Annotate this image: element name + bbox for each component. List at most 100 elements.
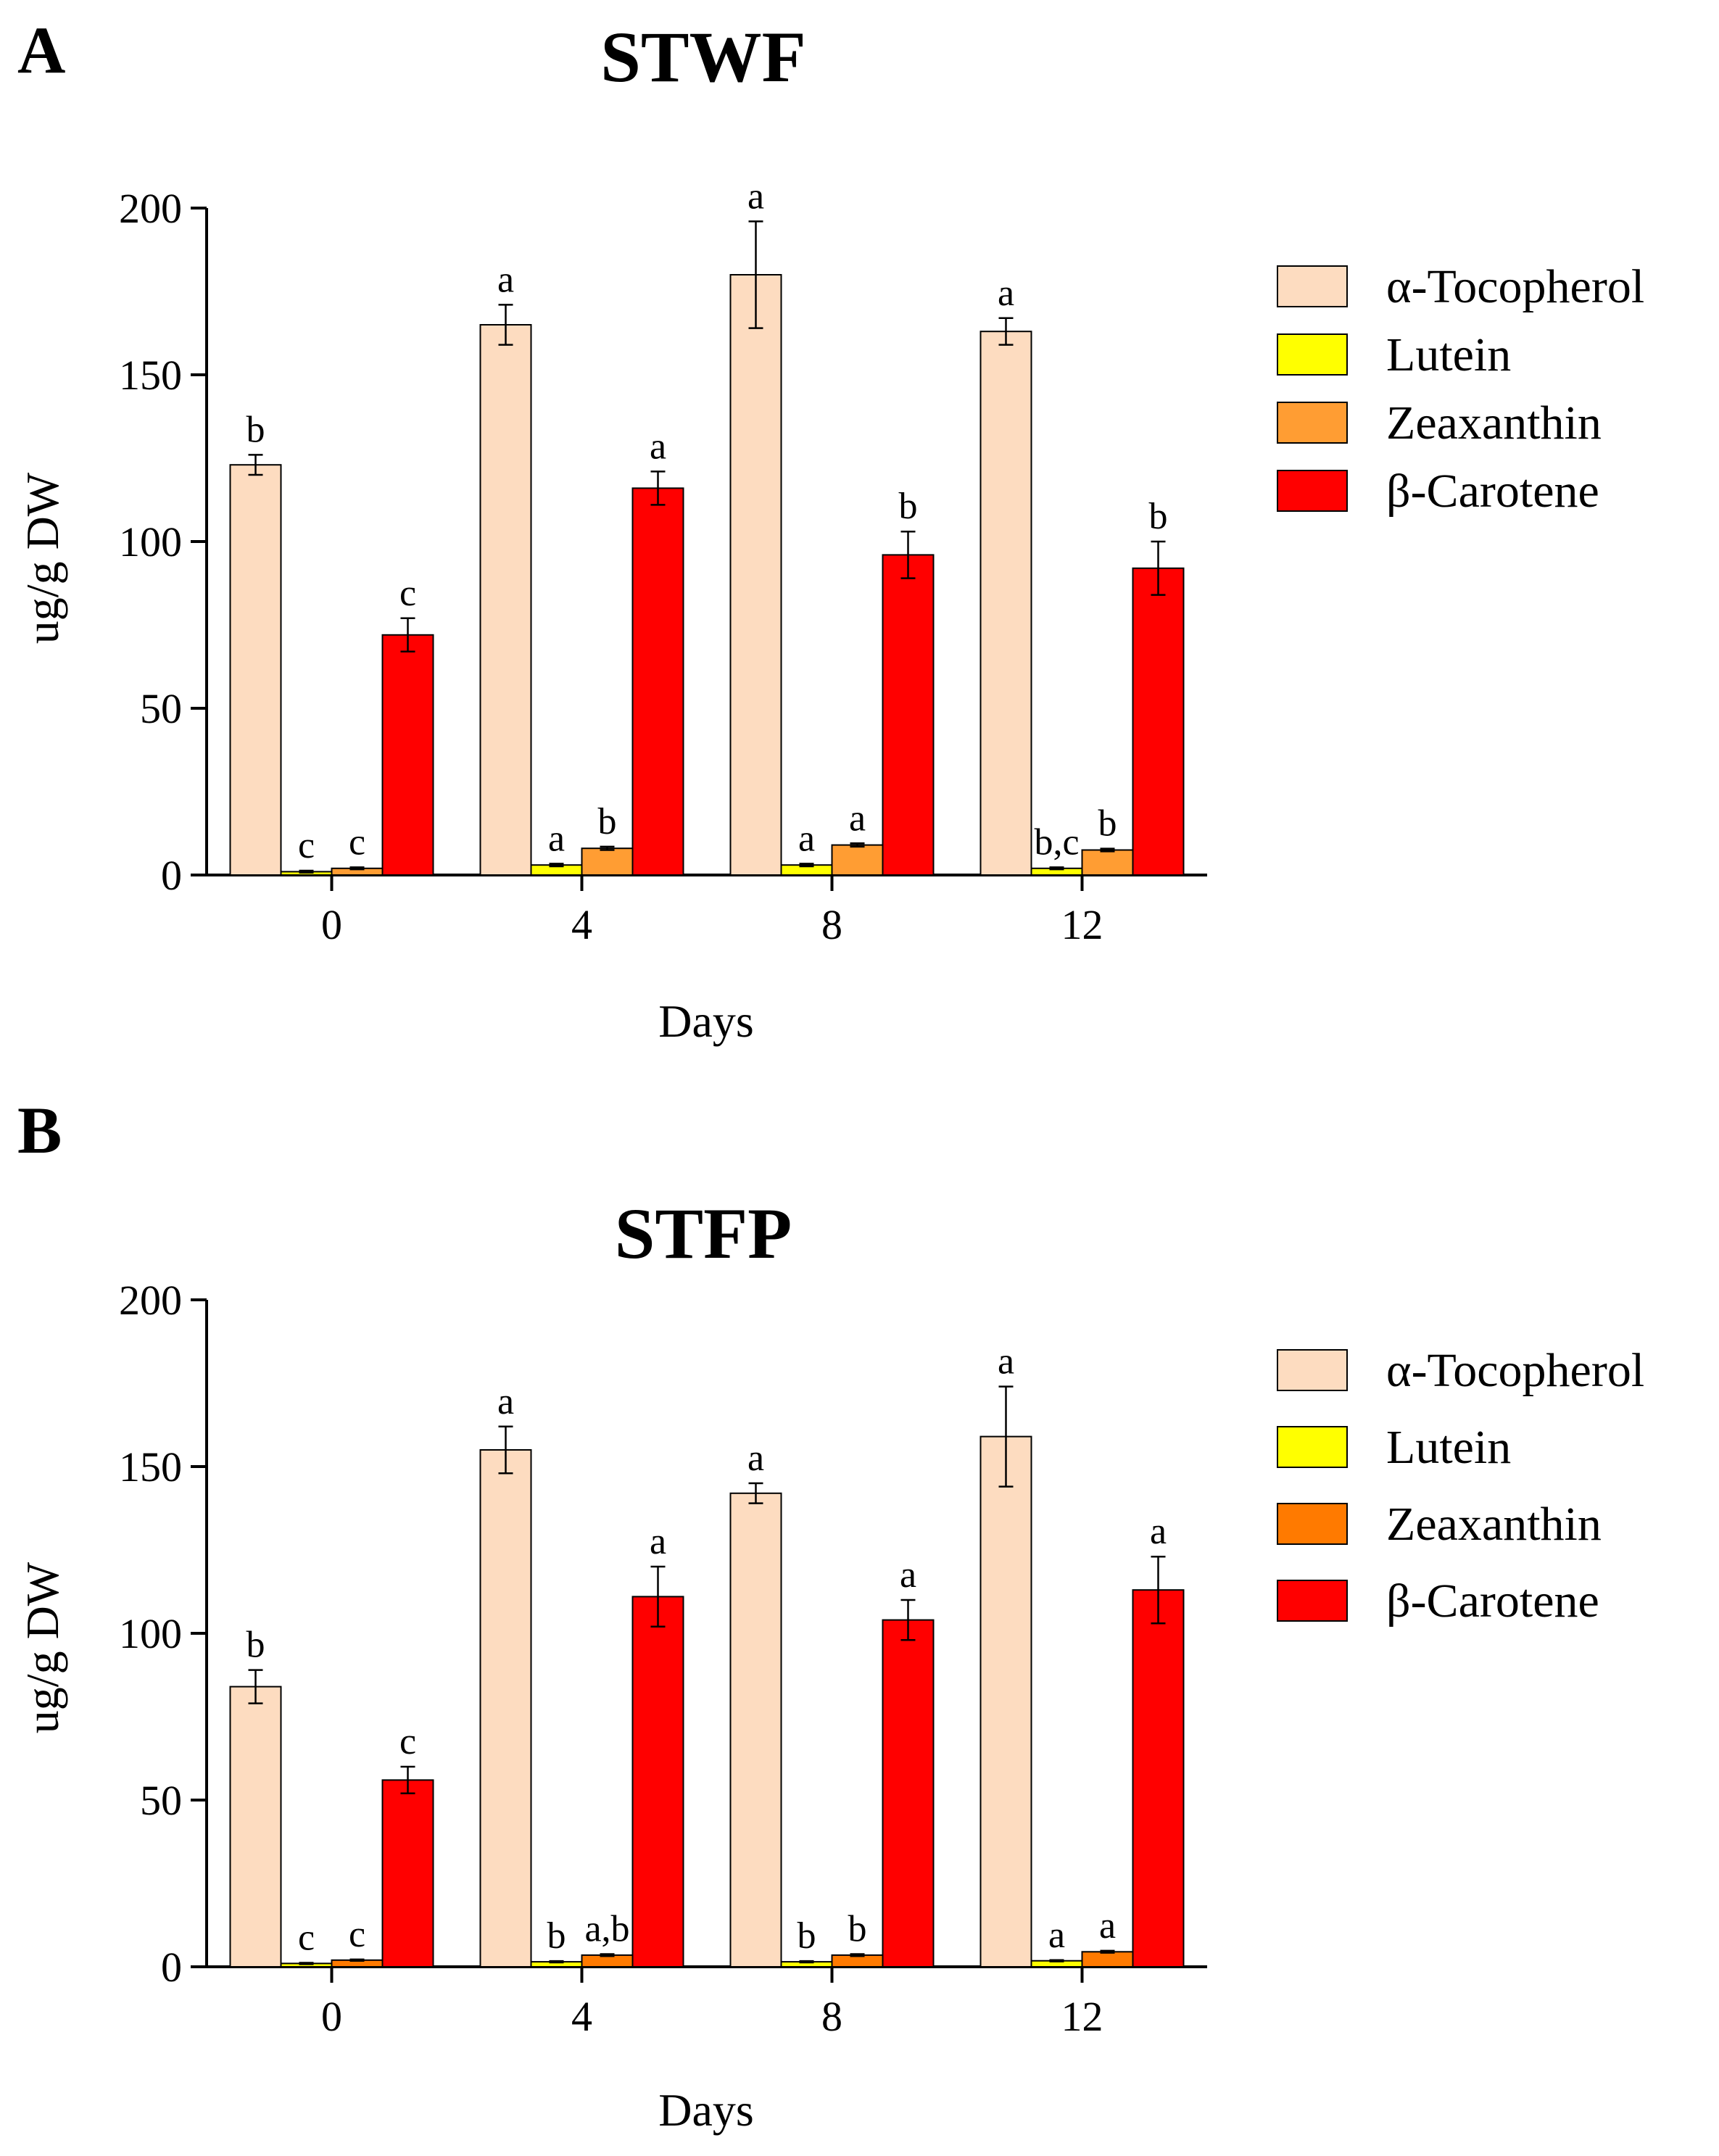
significance-letter: c [349, 1914, 365, 1955]
significance-letter: b [1149, 496, 1168, 537]
significance-letter: a [998, 273, 1014, 314]
significance-letter: b [1098, 803, 1117, 845]
bar [381, 1779, 434, 1968]
bar [229, 464, 282, 876]
legend-swatch [1277, 1503, 1348, 1545]
bar [882, 1619, 935, 1968]
legend-label: Zeaxanthin [1386, 1498, 1602, 1551]
bar [479, 1449, 532, 1968]
significance-letter: a [650, 1521, 666, 1562]
significance-letter: a [747, 175, 764, 217]
significance-letter: a [849, 797, 866, 839]
y-tick-label: 150 [119, 352, 182, 399]
significance-letter: b,c [1034, 821, 1079, 863]
bar [631, 487, 684, 876]
legend-swatch [1277, 265, 1348, 307]
x-axis-label-b: Days [658, 2084, 754, 2136]
y-tick-label: 150 [119, 1443, 182, 1490]
legend-swatch [1277, 1426, 1348, 1468]
y-tick-label: 100 [119, 1610, 182, 1657]
bar [381, 634, 434, 876]
significance-letter: a [1099, 1905, 1116, 1946]
bar [1132, 1589, 1185, 1968]
y-tick-label: 50 [140, 1777, 182, 1824]
significance-letter: a [1150, 1511, 1167, 1552]
legend-a: α-Tocopherol Lutein Zeaxanthin β-Carotene [1277, 260, 1644, 518]
panel-letter-a: A [17, 13, 65, 87]
significance-letter: c [298, 825, 315, 866]
legend-label: β-Carotene [1386, 1575, 1599, 1628]
significance-letter: a [497, 1381, 514, 1422]
significance-letter: a [900, 1554, 916, 1596]
x-tick-label: 8 [821, 901, 842, 948]
significance-letter: b [547, 1915, 566, 1957]
bar [729, 1492, 782, 1968]
bar [229, 1686, 282, 1968]
significance-letter: a [650, 426, 666, 467]
significance-letter: b [247, 1625, 265, 1666]
x-axis-label-a: Days [658, 995, 754, 1047]
significance-letter: a [747, 1438, 764, 1479]
bar [1132, 567, 1185, 876]
significance-letter: a [548, 818, 565, 859]
bar [831, 844, 884, 876]
x-tick-label: 0 [321, 1993, 342, 2040]
significance-letter: b [798, 1915, 816, 1957]
bar [729, 274, 782, 876]
legend-swatch [1277, 402, 1348, 444]
bar [882, 554, 935, 876]
legend-label: Zeaxanthin [1386, 397, 1602, 449]
bar [979, 331, 1032, 876]
bar [479, 324, 532, 876]
significance-letter: a [497, 259, 514, 300]
x-tick-label: 4 [571, 1993, 592, 2040]
legend-swatch [1277, 470, 1348, 512]
legend-swatch [1277, 1349, 1348, 1391]
significance-letter: b [899, 486, 918, 527]
x-tick-label: 12 [1061, 901, 1103, 948]
y-tick-label: 200 [119, 1277, 182, 1324]
significance-letter: a [798, 818, 815, 859]
bar [1081, 849, 1134, 876]
y-tick-label: 50 [140, 685, 182, 732]
y-tick-label: 200 [119, 185, 182, 232]
legend-label: Lutein [1386, 328, 1511, 381]
y-axis-label-a: ug/g DW [17, 472, 68, 644]
significance-letter: a [1048, 1915, 1065, 1956]
bar [581, 847, 634, 876]
chart-title-a: STWF [600, 17, 805, 97]
bar [631, 1596, 684, 1968]
x-tick-label: 8 [821, 1993, 842, 2040]
y-tick-label: 100 [119, 518, 182, 565]
x-tick-label: 0 [321, 901, 342, 948]
legend-label: Lutein [1386, 1421, 1511, 1474]
panel-letter-b: B [17, 1093, 62, 1167]
x-tick-label: 12 [1061, 1993, 1103, 2040]
significance-letter: b [848, 1909, 867, 1950]
legend-swatch [1277, 1580, 1348, 1622]
x-tick-label: 4 [571, 901, 592, 948]
y-tick-label: 0 [161, 1944, 182, 1991]
significance-letter: b [598, 801, 617, 842]
significance-letter: c [399, 573, 416, 614]
y-tick-label: 0 [161, 852, 182, 899]
legend-b: α-Tocopherol Lutein Zeaxanthin β-Carotene [1277, 1344, 1644, 1628]
significance-letter: b [247, 409, 265, 450]
significance-letter: a [998, 1341, 1014, 1382]
significance-letter: c [349, 821, 365, 863]
legend-label: α-Tocopherol [1386, 260, 1644, 313]
significance-letter: c [298, 1917, 315, 1958]
legend-label: α-Tocopherol [1386, 1344, 1644, 1397]
legend-swatch [1277, 333, 1348, 376]
legend-label: β-Carotene [1386, 465, 1599, 518]
chart-title-b: STFP [615, 1193, 792, 1274]
bar [1081, 1951, 1134, 1968]
significance-letter: a,b [584, 1909, 629, 1950]
significance-letter: c [399, 1721, 416, 1762]
